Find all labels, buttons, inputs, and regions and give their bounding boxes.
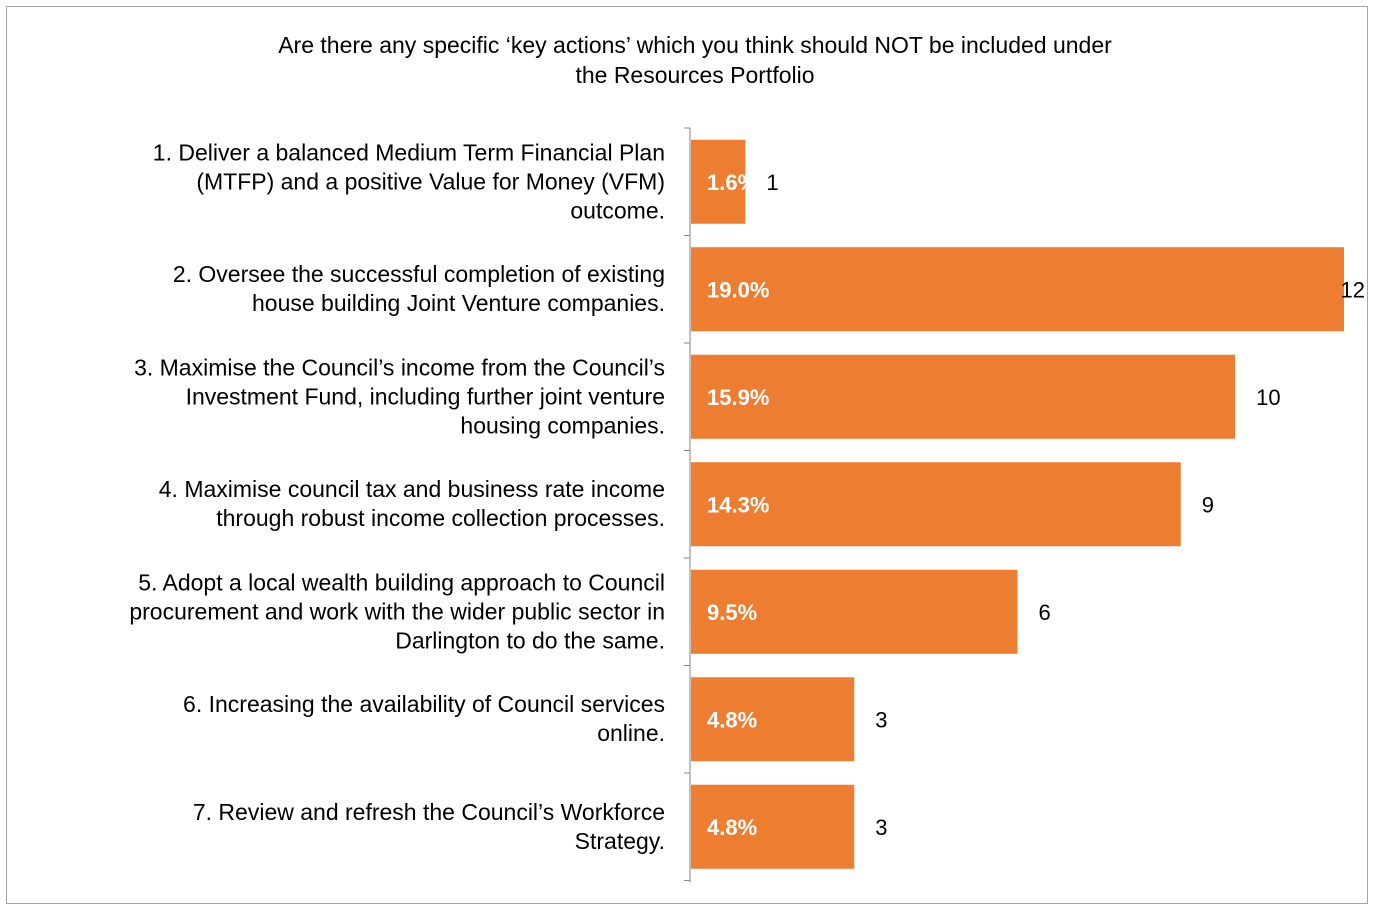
bar-2 (691, 247, 1344, 332)
category-label-line: (MTFP) and a positive Value for Money (V… (196, 168, 665, 195)
bar-value-label-3: 10 (1256, 385, 1280, 410)
bar-7 (691, 784, 855, 869)
bar-3 (691, 354, 1236, 439)
bar-percent-label-6: 4.8% (707, 707, 757, 732)
bar-6 (691, 677, 855, 762)
chart-title-line-1: Are there any specific ‘key actions’ whi… (278, 32, 1112, 58)
category-label-line: 1. Deliver a balanced Medium Term Financ… (152, 139, 665, 166)
bar-4 (691, 462, 1181, 547)
category-label-1: 1. Deliver a balanced Medium Term Financ… (0, 138, 665, 225)
bar-value-label-7: 3 (875, 815, 887, 840)
category-label-line: 3. Maximise the Council’s income from th… (134, 354, 665, 381)
category-label-line: procurement and work with the wider publ… (129, 598, 665, 625)
category-label-line: 4. Maximise council tax and business rat… (158, 476, 665, 503)
bar-percent-label-4: 14.3% (707, 492, 769, 517)
bar-value-label-6: 3 (875, 707, 887, 732)
category-label-line: 2. Oversee the successful completion of … (172, 261, 665, 288)
category-label-line: 7. Review and refresh the Council’s Work… (192, 798, 665, 825)
bar-percent-label-2: 19.0% (707, 277, 769, 302)
bar-value-label-4: 9 (1202, 492, 1214, 517)
category-label-line: through robust income collection process… (216, 505, 665, 532)
bar-percent-label-3: 15.9% (707, 385, 769, 410)
category-label-line: outcome. (570, 197, 665, 224)
category-label-line: Strategy. (574, 827, 665, 854)
bar-value-label-1: 1 (766, 170, 778, 195)
category-label-line: online. (597, 720, 665, 747)
category-label-line: Investment Fund, including further joint… (185, 383, 665, 410)
bar-percent-label-5: 9.5% (707, 600, 757, 625)
category-label-line: 6. Increasing the availability of Counci… (183, 691, 665, 718)
category-label-3: 3. Maximise the Council’s income from th… (0, 353, 665, 440)
category-label-5: 5. Adopt a local wealth building approac… (0, 568, 665, 655)
category-label-line: Darlington to do the same. (395, 627, 665, 654)
bar-value-label-2: 12 (1341, 277, 1365, 302)
bar-percent-label-7: 4.8% (707, 815, 757, 840)
category-label-7: 7. Review and refresh the Council’s Work… (0, 798, 665, 856)
bar-5 (691, 569, 1018, 654)
category-label-2: 2. Oversee the successful completion of … (0, 260, 665, 318)
category-label-line: house building Joint Venture companies. (251, 290, 665, 317)
category-label-line: housing companies. (460, 412, 665, 439)
chart-title-line-2: the Resources Portfolio (575, 62, 815, 88)
bar-1 (691, 139, 746, 224)
category-label-4: 4. Maximise council tax and business rat… (0, 475, 665, 533)
category-label-6: 6. Increasing the availability of Counci… (0, 690, 665, 748)
category-label-line: 5. Adopt a local wealth building approac… (138, 569, 665, 596)
bar-value-label-5: 6 (1039, 600, 1051, 625)
chart-frame (6, 6, 1368, 904)
bar-percent-label-1: 1.6% (707, 170, 757, 195)
chart-title: Are there any specific ‘key actions’ whi… (150, 30, 1240, 90)
